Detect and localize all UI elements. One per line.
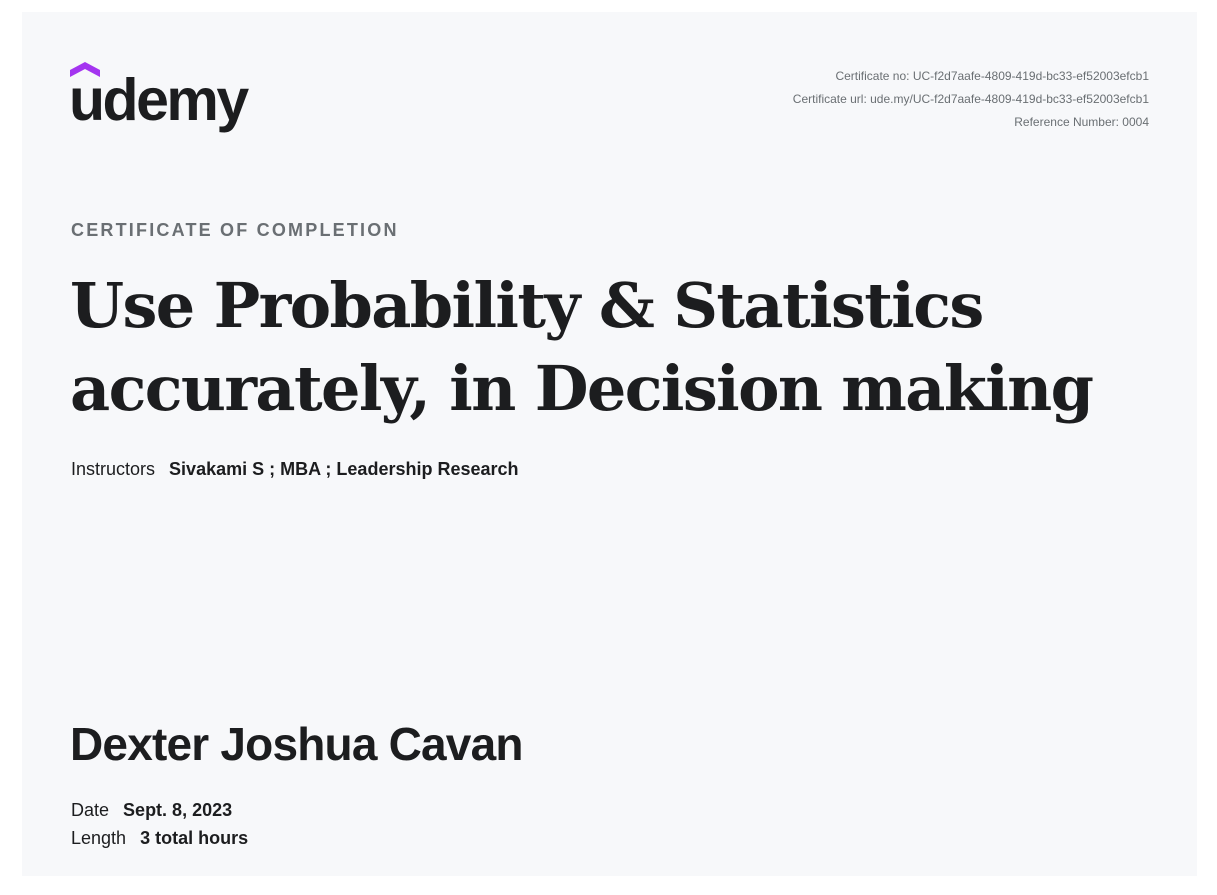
certificate-card: udemy Certificate no: UC-f2d7aafe-4809-4… <box>22 12 1197 876</box>
instructors-value: Sivakami S ; MBA ; Leadership Research <box>169 459 519 479</box>
reference-number: Reference Number: 0004 <box>1014 115 1149 129</box>
certificate-number: Certificate no: UC-f2d7aafe-4809-419d-bc… <box>835 69 1149 83</box>
date-line: Date Sept. 8, 2023 <box>71 800 232 821</box>
length-line: Length 3 total hours <box>71 828 248 849</box>
svg-text:udemy: udemy <box>70 67 249 133</box>
date-value: Sept. 8, 2023 <box>123 800 233 820</box>
length-label: Length <box>71 828 127 848</box>
udemy-logo-mark: udemy <box>70 62 252 133</box>
date-label: Date <box>71 800 110 820</box>
certificate-url: Certificate url: ude.my/UC-f2d7aafe-4809… <box>792 92 1149 106</box>
certificate-meta: Certificate no: UC-f2d7aafe-4809-419d-bc… <box>793 65 1149 134</box>
instructors-line: Instructors Sivakami S ; MBA ; Leadershi… <box>71 459 519 480</box>
instructors-label: Instructors <box>71 459 156 479</box>
certificate-eyebrow: CERTIFICATE OF COMPLETION <box>71 220 399 240</box>
length-value: 3 total hours <box>140 828 249 848</box>
course-title: Use Probability & Statistics accurately,… <box>70 269 1094 425</box>
recipient-name: Dexter Joshua Cavan <box>70 718 523 770</box>
udemy-logo: udemy <box>70 60 270 140</box>
